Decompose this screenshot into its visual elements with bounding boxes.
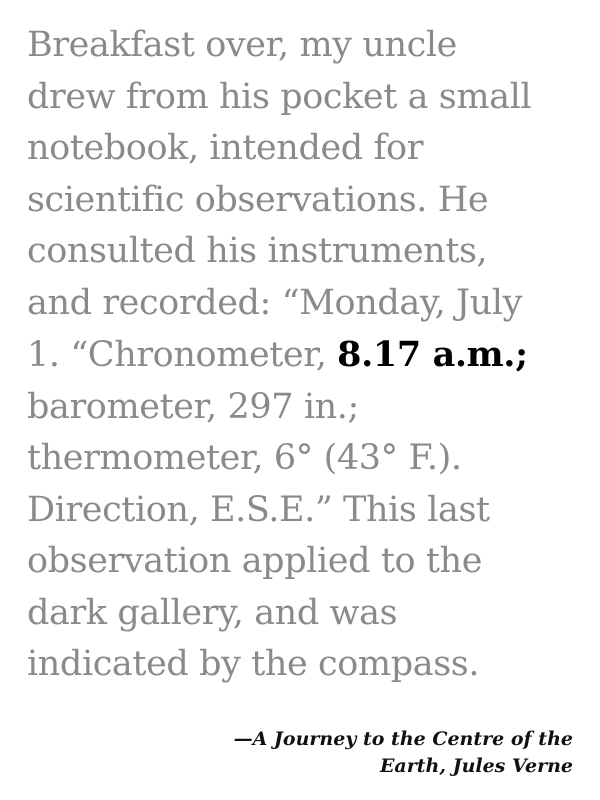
passage-line: drew from his pocket a small <box>27 76 532 117</box>
passage-line: dark gallery, and was <box>27 592 398 633</box>
passage-line: observation applied to the <box>27 541 483 581</box>
passage-text: Breakfast over, my uncle drew from his po… <box>27 20 587 691</box>
passage-line: Direction, E.S.E.” This last <box>27 489 490 530</box>
passage-line: scientific observations. He <box>27 179 489 220</box>
highlighted-phrase: 8.17 a.m.; <box>337 334 528 375</box>
passage-line: notebook, intended for <box>27 128 424 168</box>
passage-line: thermometer, 6° (43° F.). <box>27 438 462 478</box>
passage-line: consulted his instruments, <box>27 231 488 271</box>
passage-line: indicated by the compass. <box>27 644 480 684</box>
attribution: —A Journey to the Centre of the Earth, Ju… <box>153 726 573 780</box>
passage-line: barometer, 297 in.; <box>27 386 359 427</box>
attribution-line: —A Journey to the Centre of the <box>233 728 573 750</box>
attribution-line: Earth, Jules Verne <box>379 755 573 777</box>
passage-line: Breakfast over, my uncle <box>27 25 457 65</box>
passage-line: 1. “Chronometer, <box>27 335 338 375</box>
passage-line: and recorded: “Monday, July <box>27 282 522 323</box>
